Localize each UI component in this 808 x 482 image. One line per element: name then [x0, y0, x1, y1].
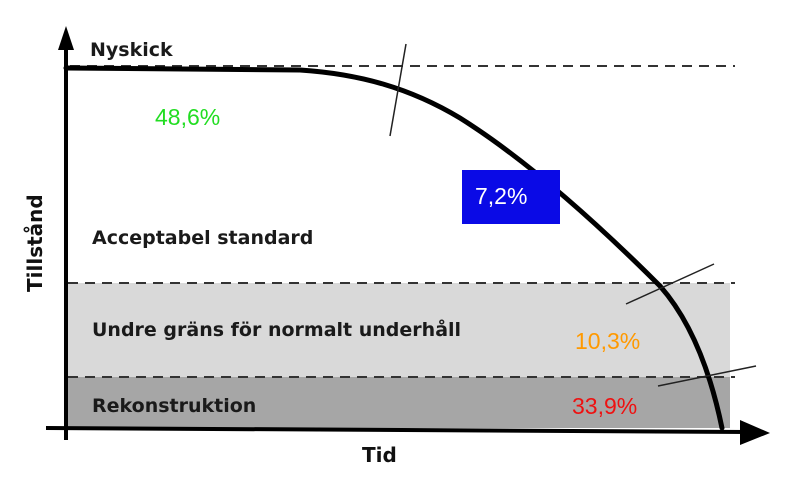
x-axis-label: Tid [362, 443, 397, 467]
zone-label-acceptable: Acceptabel standard [92, 227, 313, 249]
y-axis-arrowhead [58, 26, 74, 50]
zone-label-nyskick: Nyskick [90, 39, 173, 61]
pct-normal-maintenance-segment: 10,3% [575, 328, 640, 354]
x-axis [45, 426, 749, 434]
pct-reconstruction-segment: 33,9% [572, 393, 637, 419]
segment-tick-3 [657, 365, 757, 387]
pct-acceptable-segment: 7,2% [475, 183, 527, 209]
zone-label-lower-limit: Undre gräns för normalt underhåll [92, 317, 461, 341]
x-axis-arrowhead [740, 420, 770, 445]
band-normal-maintenance [66, 283, 730, 377]
band-reconstruction [66, 377, 730, 428]
y-axis-label: Tillstånd [23, 194, 47, 292]
zone-label-reconstruction: Rekonstruktion [92, 395, 256, 417]
pct-nyskick-segment: 48,6% [155, 104, 220, 130]
pct-blue-box [462, 170, 560, 224]
segment-tick-2 [625, 263, 715, 305]
segment-tick-1 [389, 43, 407, 137]
